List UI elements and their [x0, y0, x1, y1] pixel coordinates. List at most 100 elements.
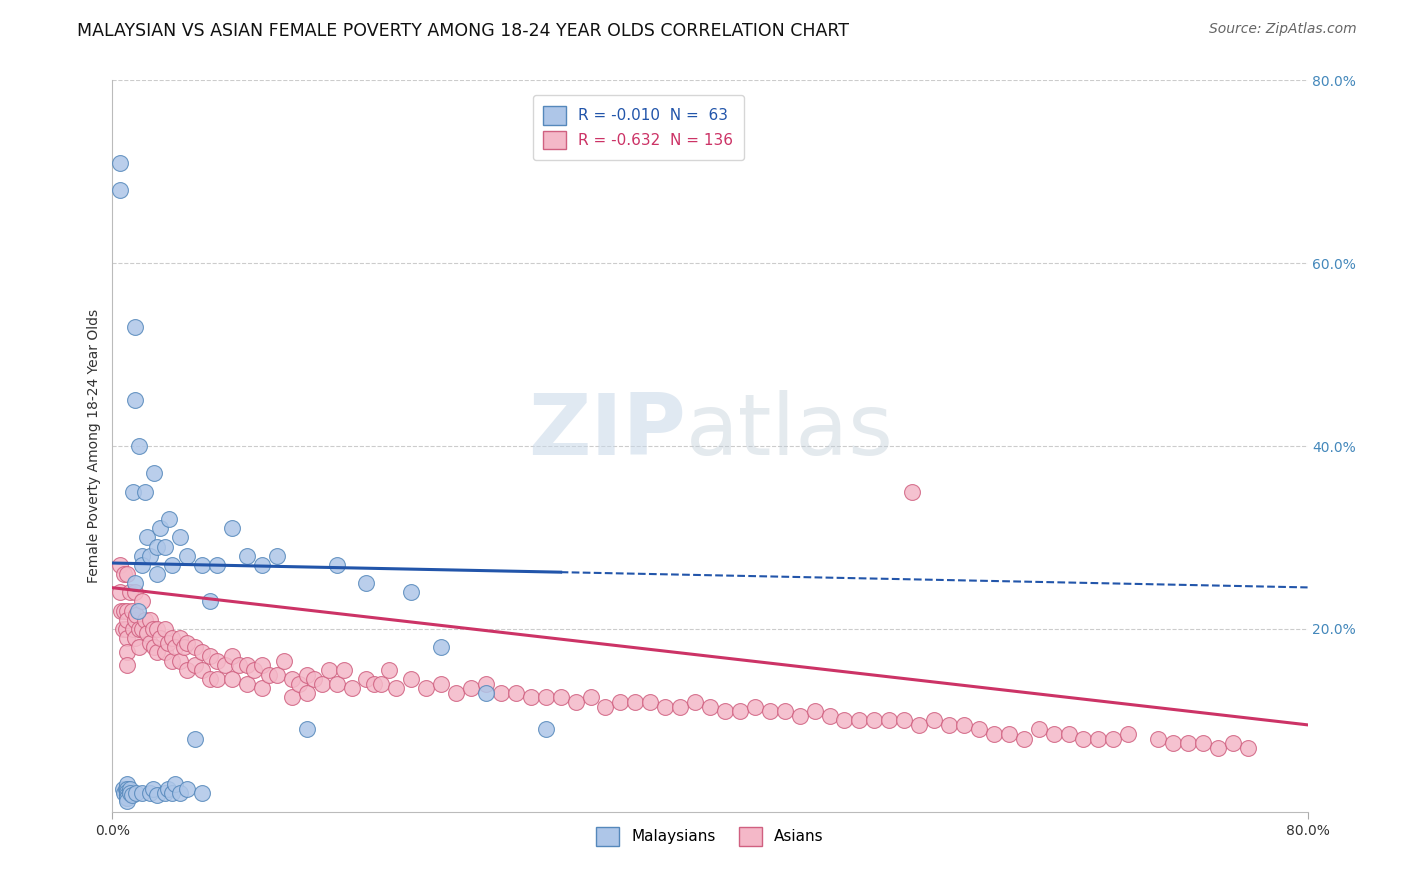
Point [236, 658, 259, 673]
Point [489, 686, 512, 700]
Point [131, 622, 153, 636]
Point [534, 723, 557, 737]
Point [1057, 727, 1080, 741]
Text: ZIP: ZIP [529, 390, 686, 473]
Point [1102, 731, 1125, 746]
Point [117, 784, 139, 798]
Point [302, 672, 325, 686]
Point [728, 704, 751, 718]
Point [198, 594, 221, 608]
Point [128, 439, 150, 453]
Point [1222, 736, 1244, 750]
Point [714, 704, 737, 718]
Point [281, 672, 304, 686]
Point [1087, 731, 1109, 746]
Point [156, 781, 179, 796]
Point [505, 686, 527, 700]
Point [214, 658, 236, 673]
Point [205, 558, 228, 572]
Point [460, 681, 482, 696]
Point [430, 676, 453, 690]
Point [146, 789, 169, 803]
Point [124, 631, 146, 645]
Point [120, 585, 142, 599]
Point [534, 690, 557, 705]
Y-axis label: Female Poverty Among 18-24 Year Olds: Female Poverty Among 18-24 Year Olds [87, 309, 101, 583]
Point [198, 649, 221, 664]
Point [162, 787, 183, 801]
Point [124, 585, 146, 599]
Point [295, 723, 318, 737]
Point [318, 663, 340, 677]
Point [221, 521, 243, 535]
Point [609, 695, 631, 709]
Point [128, 622, 150, 636]
Point [834, 714, 856, 728]
Text: MALAYSIAN VS ASIAN FEMALE POVERTY AMONG 18-24 YEAR OLDS CORRELATION CHART: MALAYSIAN VS ASIAN FEMALE POVERTY AMONG … [77, 22, 849, 40]
Point [176, 635, 198, 649]
Point [117, 613, 139, 627]
Point [121, 603, 143, 617]
Text: Source: ZipAtlas.com: Source: ZipAtlas.com [1209, 22, 1357, 37]
Point [773, 704, 796, 718]
Point [134, 484, 156, 499]
Point [131, 787, 153, 801]
Point [108, 155, 131, 169]
Point [134, 613, 156, 627]
Text: atlas: atlas [686, 390, 894, 473]
Point [121, 789, 143, 803]
Point [117, 658, 139, 673]
Point [938, 718, 960, 732]
Point [1147, 731, 1170, 746]
Point [115, 781, 138, 796]
Point [169, 530, 191, 544]
Point [250, 558, 273, 572]
Point [176, 781, 198, 796]
Point [131, 549, 153, 563]
Point [893, 714, 915, 728]
Point [124, 613, 146, 627]
Point [401, 672, 423, 686]
Point [325, 676, 347, 690]
Point [117, 645, 139, 659]
Point [165, 640, 187, 655]
Point [183, 731, 205, 746]
Point [108, 183, 131, 197]
Point [149, 521, 172, 535]
Point [288, 676, 311, 690]
Point [1028, 723, 1050, 737]
Point [153, 787, 176, 801]
Point [162, 558, 183, 572]
Point [340, 681, 363, 696]
Point [333, 663, 356, 677]
Point [363, 676, 385, 690]
Point [117, 603, 139, 617]
Point [117, 789, 139, 803]
Point [120, 787, 142, 801]
Point [221, 672, 243, 686]
Point [139, 635, 162, 649]
Point [183, 658, 205, 673]
Point [879, 714, 901, 728]
Point [117, 791, 139, 805]
Point [401, 585, 423, 599]
Point [169, 787, 191, 801]
Point [111, 622, 134, 636]
Point [135, 530, 157, 544]
Point [122, 622, 145, 636]
Point [120, 781, 142, 796]
Point [378, 663, 401, 677]
Point [1237, 740, 1260, 755]
Point [1177, 736, 1199, 750]
Point [124, 393, 146, 408]
Point [117, 781, 139, 796]
Point [135, 626, 157, 640]
Point [922, 714, 945, 728]
Point [124, 576, 146, 591]
Point [169, 654, 191, 668]
Point [176, 549, 198, 563]
Point [266, 549, 288, 563]
Point [579, 690, 602, 705]
Point [848, 714, 870, 728]
Point [415, 681, 437, 696]
